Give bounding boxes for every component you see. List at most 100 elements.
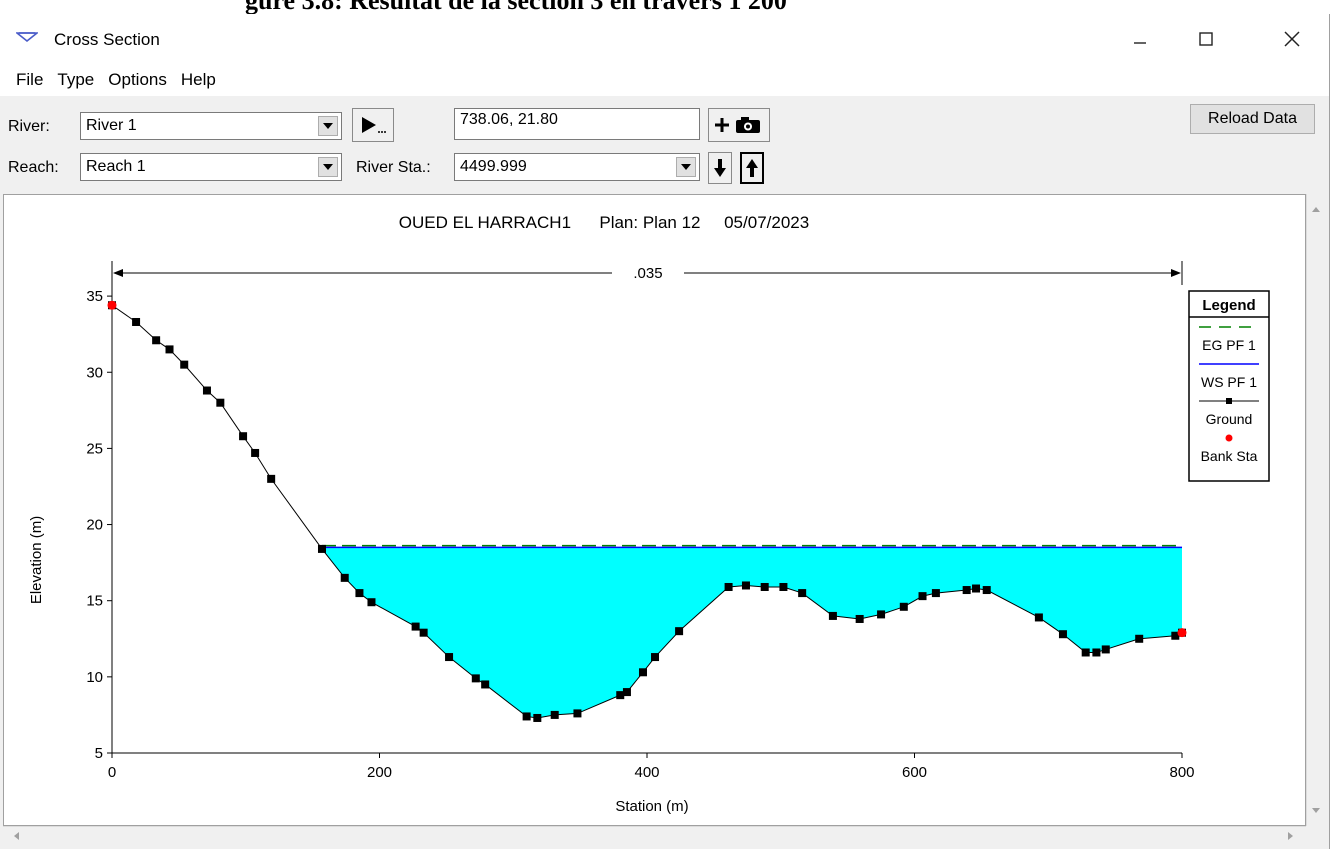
manning-arrow-right xyxy=(1171,269,1181,277)
ground-point xyxy=(471,674,480,683)
close-icon xyxy=(1284,31,1300,47)
ground-point xyxy=(724,582,733,591)
water-surface-icon xyxy=(14,30,40,49)
x-tick-label: 400 xyxy=(634,764,659,781)
reach-select[interactable]: Reach 1 xyxy=(80,153,342,181)
ground-point xyxy=(1171,631,1180,640)
ground-point xyxy=(1034,613,1043,622)
ground-point xyxy=(899,602,908,611)
menu-options[interactable]: Options xyxy=(108,70,167,89)
document-caption: gure 3.8: Résultat de la section 3 en tr… xyxy=(0,0,1340,14)
ground-point xyxy=(132,317,141,326)
ground-point xyxy=(972,584,981,593)
y-tick-label: 35 xyxy=(86,288,103,305)
menu-type[interactable]: Type xyxy=(57,70,95,89)
legend-entry-label: WS PF 1 xyxy=(1201,374,1257,390)
ground-point xyxy=(355,589,364,598)
y-tick-label: 10 xyxy=(86,669,103,686)
scroll-arrows-icon xyxy=(14,832,1293,840)
ground-point xyxy=(202,386,211,395)
ground-point xyxy=(411,622,420,631)
river-station-label: River Sta.: xyxy=(356,159,431,176)
scroll-arrows-icon xyxy=(1312,207,1320,813)
ground-point xyxy=(165,345,174,354)
ground-point xyxy=(877,610,886,619)
play-animation-button[interactable] xyxy=(352,108,394,142)
river-select-value: River 1 xyxy=(86,117,137,134)
ground-point xyxy=(1058,630,1067,639)
river-station-value: 4499.999 xyxy=(460,158,527,175)
x-tick-label: 0 xyxy=(108,764,116,781)
legend-entry-label: EG PF 1 xyxy=(1202,337,1256,353)
menu-help[interactable]: Help xyxy=(180,70,216,89)
menu-bar: File Type Options Help xyxy=(0,64,1329,96)
maximize-icon xyxy=(1199,32,1213,46)
maximize-button[interactable] xyxy=(1176,14,1236,64)
arrow-up-icon xyxy=(746,159,758,177)
chevron-down-icon xyxy=(318,157,338,177)
ground-point xyxy=(216,398,225,407)
ground-point xyxy=(622,688,631,697)
x-axis-label: Station (m) xyxy=(615,798,688,815)
river-station-select[interactable]: 4499.999 xyxy=(454,153,700,181)
y-tick-label: 20 xyxy=(86,517,103,534)
chevron-down-icon xyxy=(318,116,338,136)
ground-point xyxy=(445,653,454,662)
ground-point xyxy=(481,680,490,689)
ground-point xyxy=(798,589,807,598)
legend-entry-label: Ground xyxy=(1206,411,1253,427)
cross-section-plot: OUED EL HARRACH1 Plan: Plan 12 05/07/202… xyxy=(3,194,1306,826)
cross-section-chart: OUED EL HARRACH1 Plan: Plan 12 05/07/202… xyxy=(28,213,1270,815)
reach-label: Reach: xyxy=(8,159,59,176)
ground-point xyxy=(522,712,531,721)
ground-point xyxy=(1135,634,1144,643)
next-station-button[interactable] xyxy=(708,152,732,184)
ground-point xyxy=(651,653,660,662)
ground-point xyxy=(340,573,349,582)
ground-point xyxy=(367,598,376,607)
ground-point xyxy=(741,581,750,590)
river-label: River: xyxy=(8,118,50,135)
vertical-scrollbar[interactable] xyxy=(1306,194,1325,826)
x-tick-label: 600 xyxy=(902,764,927,781)
add-snapshot-button[interactable] xyxy=(708,108,770,142)
ground-point xyxy=(1092,648,1101,657)
water-area xyxy=(321,547,1182,718)
ground-point xyxy=(550,710,559,719)
ground-point xyxy=(638,668,647,677)
ground-point xyxy=(419,628,428,637)
ground-point xyxy=(616,691,625,700)
legend-bank-symbol xyxy=(1225,434,1233,442)
bank-station-point xyxy=(107,300,117,310)
river-select[interactable]: River 1 xyxy=(80,112,342,140)
legend-entry-label: Bank Sta xyxy=(1201,448,1258,464)
legend-box xyxy=(1188,290,1270,482)
legend-title: Legend xyxy=(1202,297,1255,314)
toolbar: River: River 1 738.06, 21.80 Reload Data… xyxy=(0,96,1329,190)
coordinate-readout: 738.06, 21.80 xyxy=(454,108,700,140)
ground-point xyxy=(317,544,326,553)
menu-file[interactable]: File xyxy=(16,70,44,89)
manning-arrow-left xyxy=(113,269,123,277)
close-button[interactable] xyxy=(1262,14,1322,64)
ground-point xyxy=(1101,645,1110,654)
ground-point xyxy=(962,586,971,595)
ground-point xyxy=(675,627,684,636)
minimize-icon xyxy=(1134,42,1146,44)
minimize-button[interactable] xyxy=(1110,14,1170,64)
ground-point xyxy=(251,448,260,457)
legend-ground-marker xyxy=(1226,398,1232,404)
horizontal-scrollbar[interactable] xyxy=(3,826,1306,845)
reload-data-button[interactable]: Reload Data xyxy=(1190,104,1315,134)
x-tick-label: 200 xyxy=(367,764,392,781)
play-icon xyxy=(362,117,386,133)
manning-n-label: .035 xyxy=(633,265,662,282)
ground-point xyxy=(855,614,864,623)
previous-station-button[interactable] xyxy=(740,152,764,184)
title-bar: Cross Section xyxy=(0,14,1329,64)
y-tick-label: 15 xyxy=(86,593,103,610)
y-tick-label: 30 xyxy=(86,364,103,381)
ground-point xyxy=(1081,648,1090,657)
y-axis-label: Elevation (m) xyxy=(28,516,45,604)
bank-station-point xyxy=(1177,628,1187,638)
